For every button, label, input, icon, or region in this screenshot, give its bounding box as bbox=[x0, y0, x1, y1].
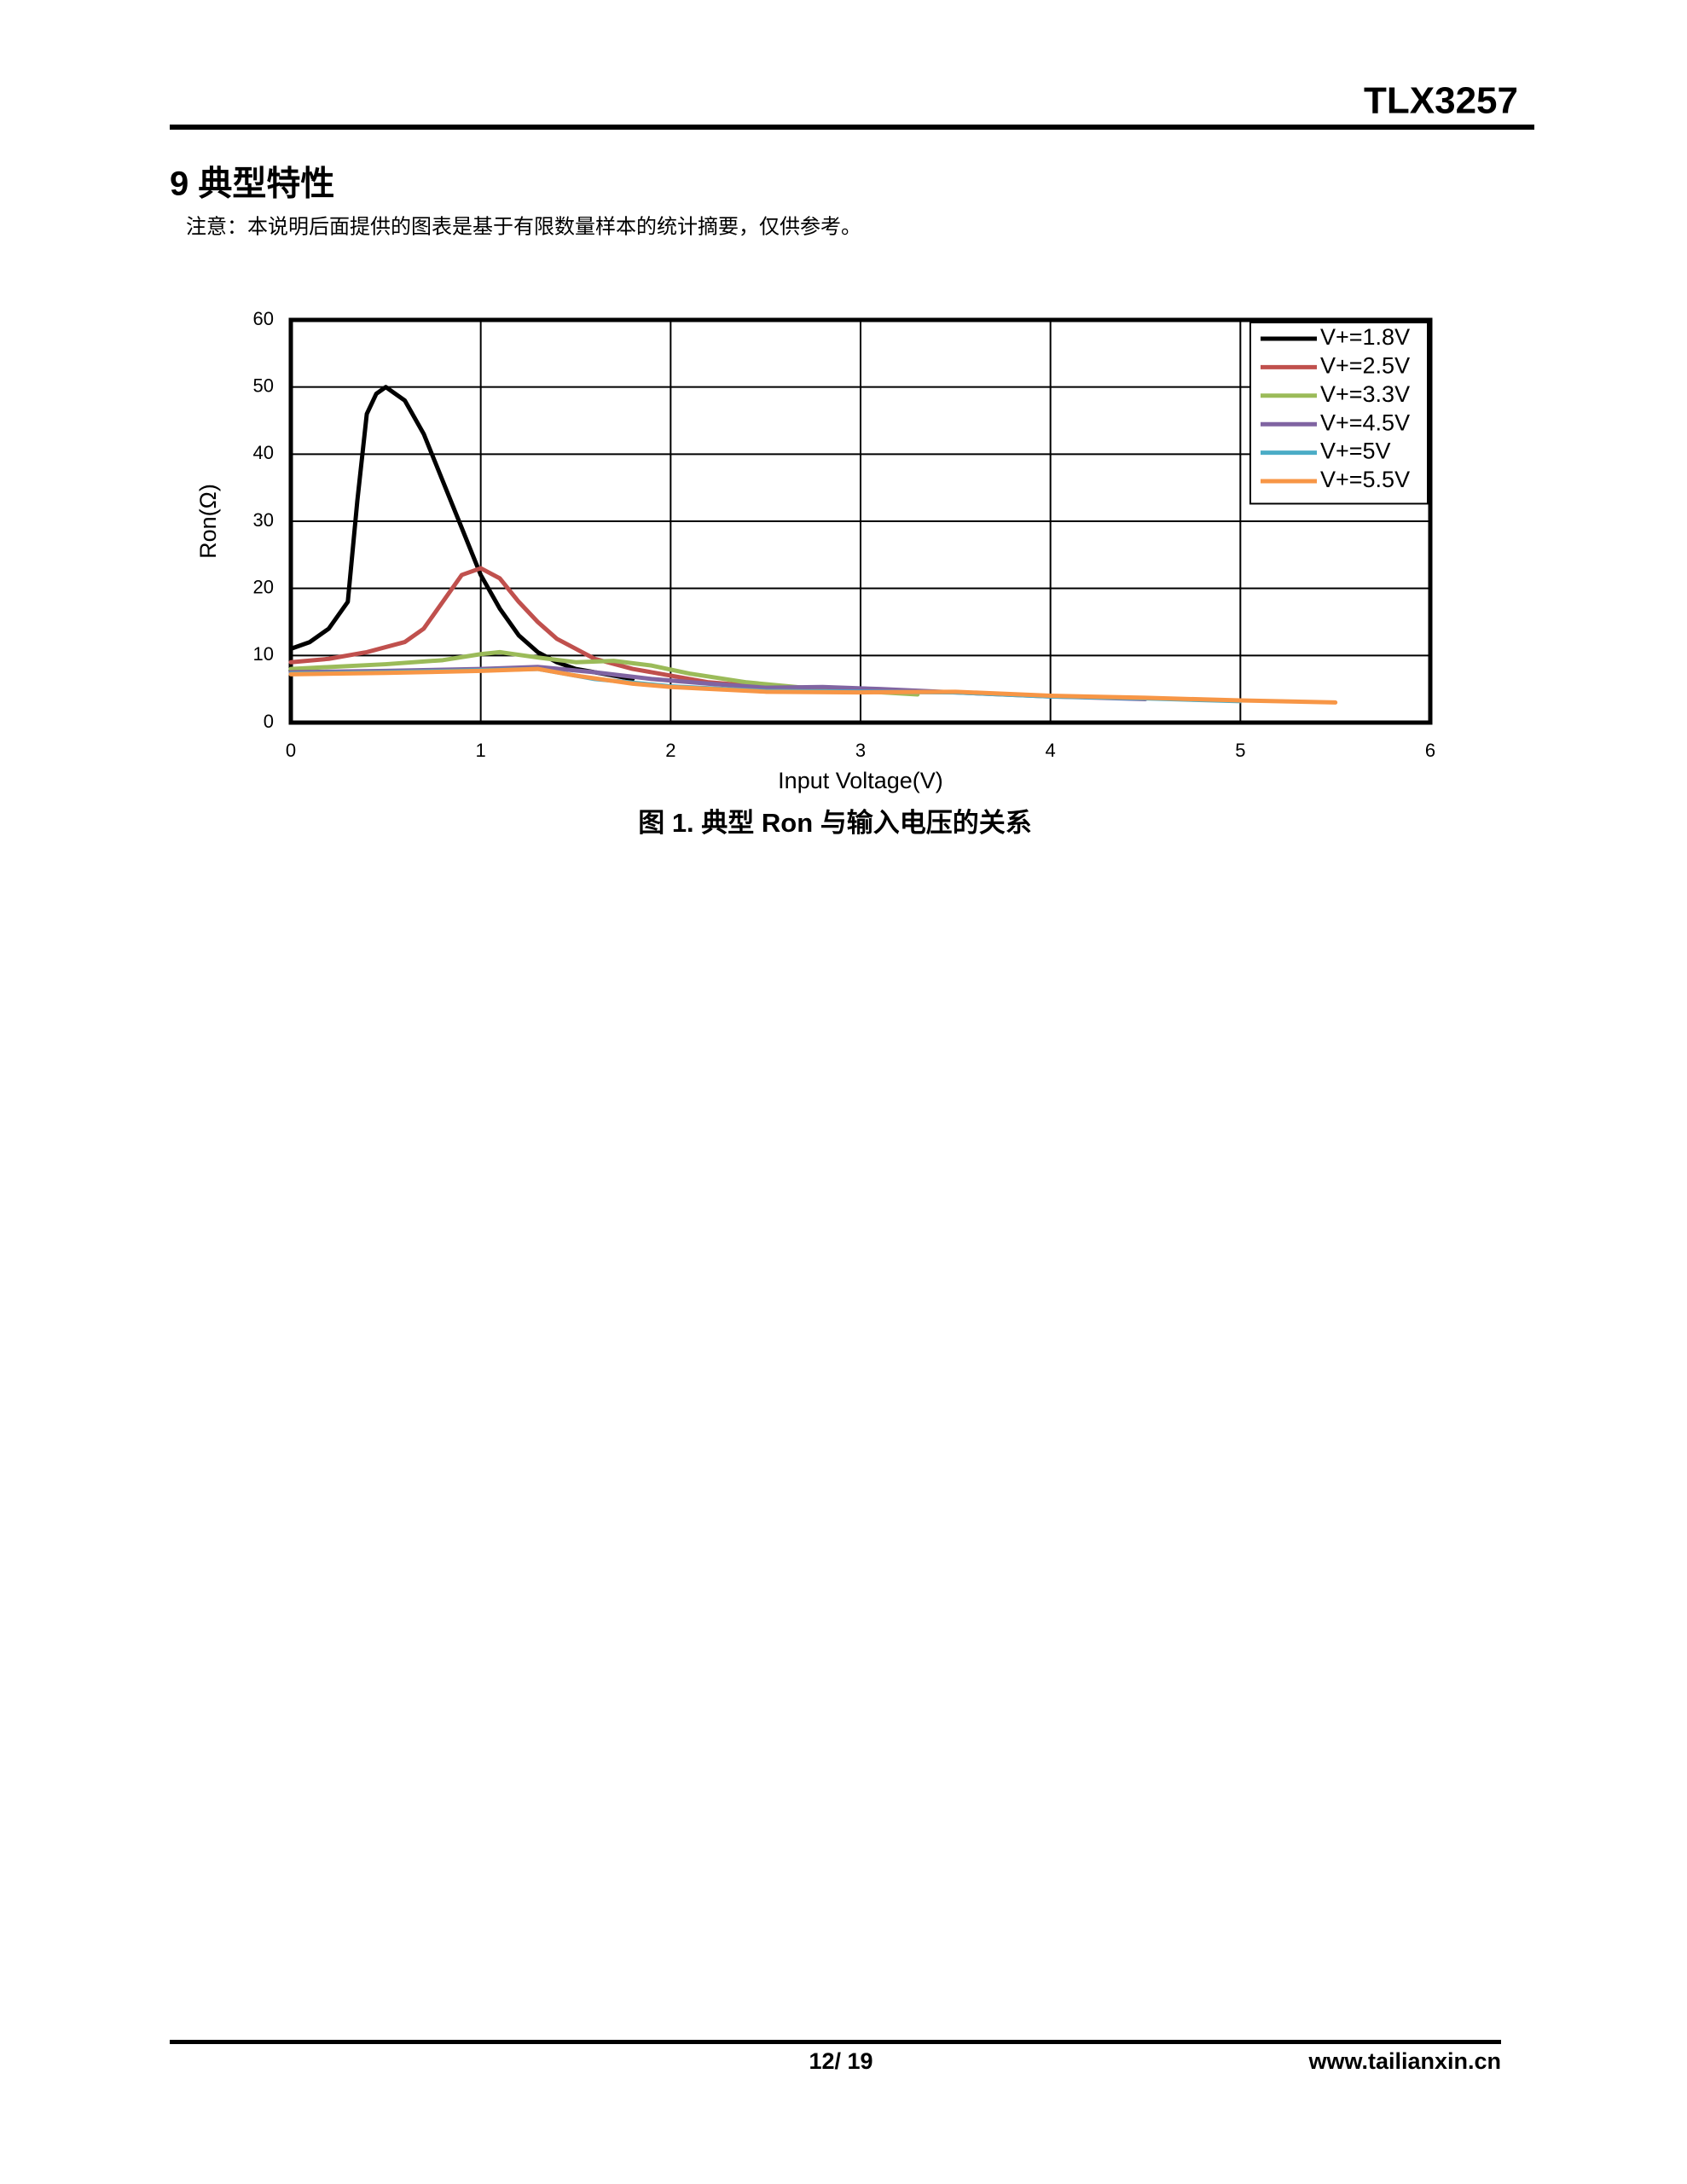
legend-label: V+=1.8V bbox=[1320, 324, 1410, 350]
y-tick-label: 50 bbox=[253, 375, 274, 396]
chart: 0 10 20 30 40 50 60 0 1 2 3 4 5 6 Input Voltage(V) Ron(… bbox=[195, 308, 1435, 793]
section-note: 注意：本说明后面提供的图表是基于有限数量样本的统计摘要，仅供参考。 bbox=[186, 215, 861, 238]
x-tick-label: 6 bbox=[1425, 740, 1435, 761]
header-rule bbox=[170, 125, 1534, 130]
section-title: 9 典型特性 bbox=[170, 166, 334, 203]
legend-box bbox=[1249, 322, 1429, 505]
plot-frame bbox=[288, 317, 1433, 725]
legend-label: V+=4.5V bbox=[1320, 410, 1410, 435]
y-tick-label: 30 bbox=[253, 509, 274, 531]
figure-caption: 图 1. 典型 Ron 与输入电压的关系 bbox=[638, 808, 1032, 838]
legend-label: V+=5V bbox=[1320, 439, 1391, 464]
x-tick-label: 1 bbox=[476, 740, 486, 761]
x-tick-label: 4 bbox=[1046, 740, 1056, 761]
footer-url: www.tailianxin.cn bbox=[1307, 2048, 1501, 2074]
header-title: TLX3257 bbox=[1364, 80, 1518, 122]
y-tick-label: 0 bbox=[264, 711, 274, 732]
footer-rule bbox=[170, 2040, 1501, 2044]
x-axis-label: Input Voltage(V) bbox=[778, 768, 943, 793]
x-tick-label: 3 bbox=[855, 740, 866, 761]
x-tick-label: 0 bbox=[286, 740, 296, 761]
x-tick-label: 2 bbox=[665, 740, 675, 761]
page-number: 12/ 19 bbox=[809, 2048, 872, 2074]
series-line bbox=[288, 566, 825, 692]
y-tick-label: 10 bbox=[253, 643, 274, 665]
y-axis-label: Ron(Ω) bbox=[195, 484, 221, 559]
y-tick-label: 60 bbox=[253, 308, 274, 329]
y-tick-label: 20 bbox=[253, 576, 274, 597]
legend-label: V+=3.3V bbox=[1320, 381, 1410, 407]
legend-label: V+=2.5V bbox=[1320, 353, 1410, 379]
x-tick-label: 5 bbox=[1235, 740, 1245, 761]
y-tick-label: 40 bbox=[253, 442, 274, 463]
series-line bbox=[288, 666, 1338, 705]
series-line bbox=[288, 385, 635, 682]
legend-label: V+=5.5V bbox=[1320, 467, 1410, 492]
